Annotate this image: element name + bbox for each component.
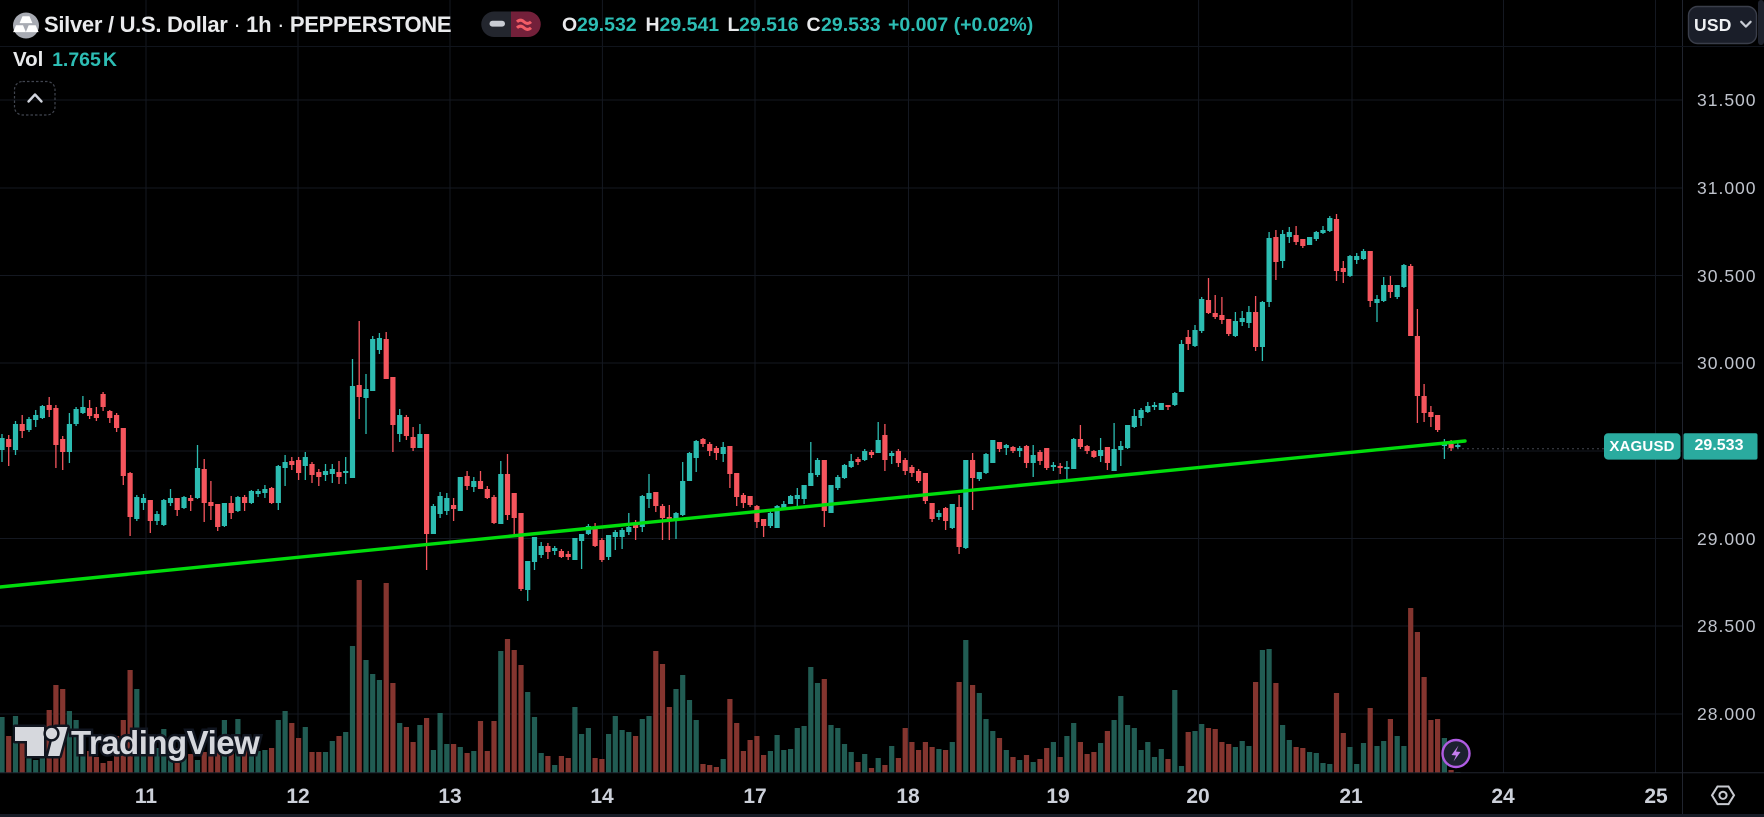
svg-text:TradingView: TradingView: [71, 724, 260, 761]
